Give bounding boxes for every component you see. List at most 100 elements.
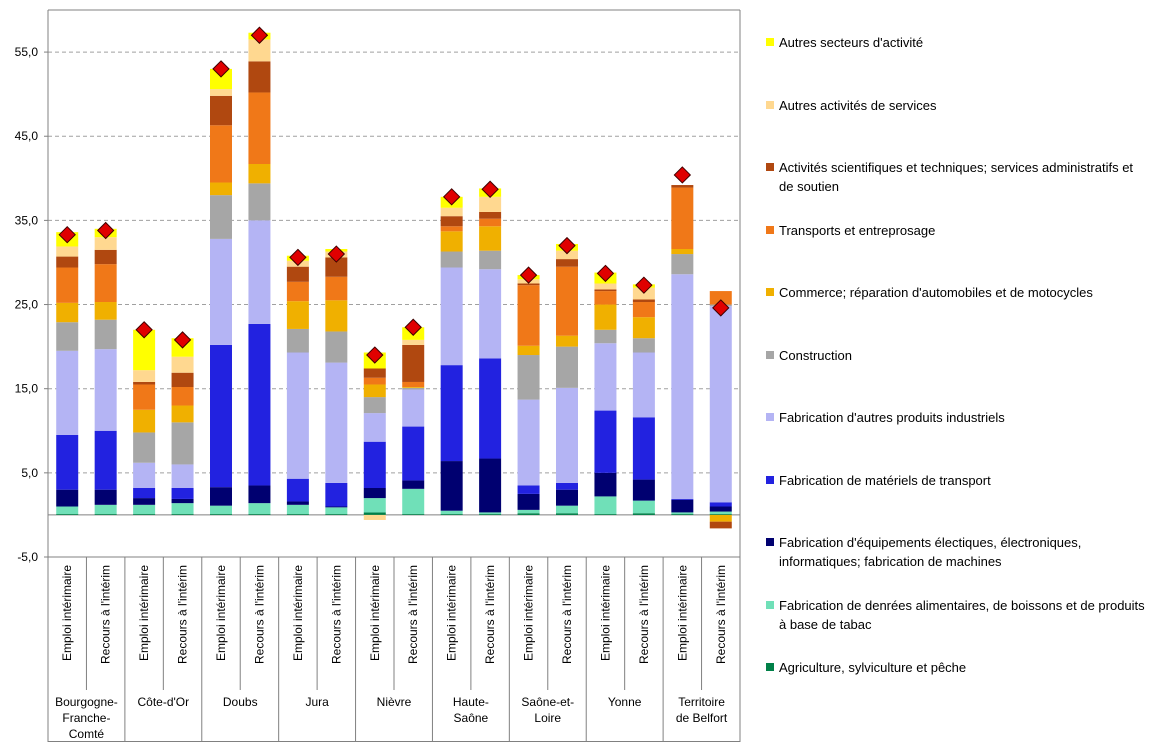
bar-segment — [517, 399, 540, 486]
bar-segment — [248, 164, 271, 184]
x-tick-label: Emploi intérimaire — [675, 565, 689, 661]
bar-segment — [709, 521, 732, 529]
bar-segment — [248, 220, 271, 324]
bar-segment — [363, 413, 386, 442]
bar-segment — [440, 267, 463, 366]
legend-label: Construction — [779, 347, 852, 363]
total-marker — [596, 264, 615, 283]
x-tick-label: Emploi intérimaire — [368, 565, 382, 661]
bar-segment — [210, 68, 232, 90]
legend-swatch — [766, 288, 774, 296]
bar-segment — [671, 187, 694, 249]
bar-segment — [248, 39, 271, 62]
legend-item: Construction — [766, 346, 1146, 365]
legend-swatch — [766, 225, 774, 234]
bar-segment — [632, 317, 655, 339]
bar-segment — [325, 482, 348, 507]
bar-segment — [248, 61, 271, 93]
group-label: de Belfort — [676, 711, 728, 725]
bar-segment — [556, 335, 578, 347]
bar-segment — [286, 514, 309, 515]
group-label: Yonne — [608, 695, 642, 709]
legend-swatch — [766, 475, 774, 484]
bar-segment — [402, 488, 425, 515]
bar-segment — [171, 405, 194, 423]
total-marker — [673, 166, 692, 184]
bar-segment — [556, 513, 578, 515]
bar-segment — [440, 231, 463, 252]
bar-segment — [632, 352, 655, 418]
bar-segment — [133, 504, 156, 515]
bar-segment — [479, 269, 502, 359]
bar-segment — [363, 512, 386, 515]
bar-segment — [402, 387, 425, 390]
bar-segment — [517, 283, 540, 286]
bar-segment — [94, 264, 117, 303]
legend-label: Agriculture, sylviculture et pêche — [779, 660, 967, 675]
bar-segment — [210, 238, 232, 345]
x-tick-label: Emploi intérimaire — [291, 565, 305, 661]
bar-segment — [210, 195, 232, 239]
bar-segment — [632, 479, 655, 501]
bar-segment — [171, 356, 194, 373]
legend-item: Fabrication d'équipements électiques, él… — [766, 533, 1146, 571]
bar-segment — [210, 344, 232, 488]
bar-segment — [325, 276, 348, 301]
bar-segment — [709, 306, 732, 503]
bar-segment — [517, 493, 540, 510]
legend-label: Fabrication d'autres produits industriel… — [779, 410, 1005, 425]
bar-segment — [133, 370, 156, 382]
bar-segment — [671, 248, 694, 255]
bar-segment — [133, 329, 156, 371]
bar-segment — [402, 339, 425, 345]
x-tick-label: Recours à l'intérim — [560, 565, 574, 664]
bar-segment — [286, 281, 309, 302]
bar-segment — [210, 95, 232, 126]
legend-item: Autres activités de services — [766, 96, 1146, 115]
x-tick-label: Recours à l'intérim — [176, 565, 190, 664]
bar-segment — [402, 387, 425, 388]
x-tick-label: Recours à l'intérim — [99, 565, 113, 664]
total-marker — [327, 245, 346, 263]
bar-segment — [479, 458, 502, 513]
bar-segment — [94, 237, 117, 250]
bar-segment — [594, 472, 617, 497]
bar-segment — [210, 505, 232, 515]
bar-segment — [632, 302, 655, 318]
bar-segment — [517, 485, 540, 494]
bar-segment — [594, 343, 617, 411]
bar-segment — [94, 430, 117, 490]
bar-segment — [363, 384, 386, 398]
bar-segment — [709, 291, 732, 305]
bar-segment — [556, 346, 578, 388]
bar-segment — [709, 511, 732, 515]
bar-segment — [248, 503, 271, 515]
x-tick-label: Recours à l'intérim — [252, 565, 266, 664]
legend-label: Fabrication de denrées alimentaires, de … — [779, 597, 1145, 632]
bar-segment — [248, 514, 271, 515]
x-tick-label: Emploi intérimaire — [60, 565, 74, 661]
chart: -5,0 5,0 15,0 25,0 35,0 45,0 55,0 Emploi intéri… — [15, 9, 741, 742]
legend-item: Activités scientifiques et techniques; s… — [766, 158, 1146, 196]
bar-segment — [248, 485, 271, 504]
legend-swatch — [766, 413, 774, 421]
bar-segment — [210, 514, 232, 515]
bar-segment — [171, 487, 194, 499]
bar-segment — [325, 514, 348, 515]
bar-segment — [440, 216, 463, 227]
bar-segment — [248, 92, 271, 165]
bar-segment — [671, 254, 694, 275]
bar-segment — [210, 182, 232, 196]
legend-item: Fabrication de denrées alimentaires, de … — [766, 596, 1146, 634]
group-label: Nièvre — [377, 695, 412, 709]
bar-segment — [363, 368, 386, 378]
legend-swatch — [766, 600, 774, 609]
total-marker — [442, 188, 461, 206]
bar-segment — [556, 505, 578, 514]
legend-swatch — [766, 663, 774, 671]
bar-segment — [171, 422, 194, 465]
bar-segment — [94, 514, 117, 515]
legend-swatch — [766, 38, 774, 46]
bar-segment — [402, 344, 425, 382]
bar-segment — [56, 246, 79, 257]
